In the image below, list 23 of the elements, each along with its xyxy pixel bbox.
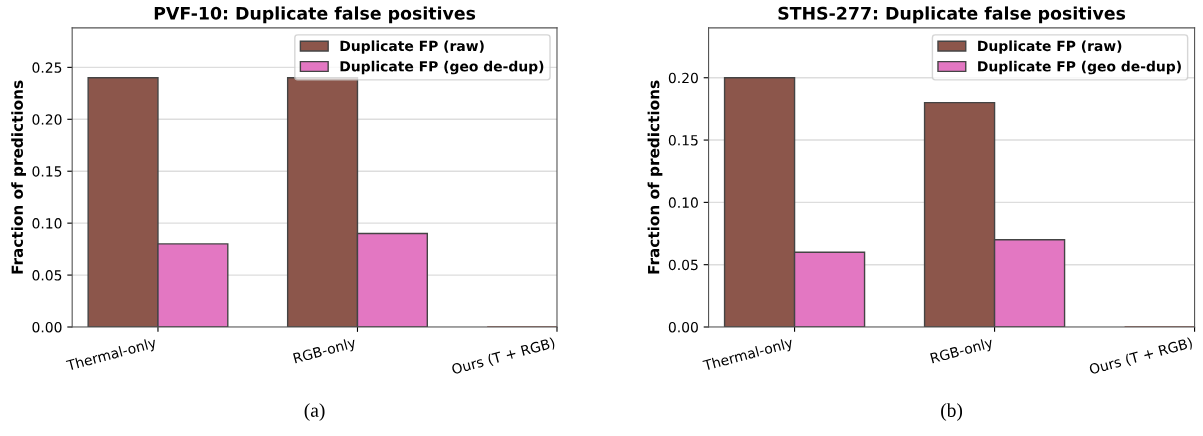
legend-label: Duplicate FP (raw)	[978, 40, 1122, 54]
y-axis-title: Fraction of predictions	[11, 80, 26, 274]
legend-label: Duplicate FP (raw)	[340, 40, 484, 54]
y-tick-label: 0.05	[668, 259, 698, 271]
y-axis-title: Fraction of predictions	[647, 80, 663, 274]
y-tick-label: 0.25	[32, 62, 62, 73]
legend-label: Duplicate FP (geo de-dup)	[978, 60, 1181, 75]
y-tick-label: 0.20	[32, 114, 62, 125]
y-tick-label: 0.10	[32, 218, 62, 229]
text: (b)	[941, 403, 963, 421]
y-tick-label: 0.20	[668, 72, 698, 84]
chart-title: PVF-10: Duplicate false positives	[154, 6, 476, 24]
y-tick-label: 0.00	[668, 321, 698, 333]
x-tick-label: Ours (T + RGB)	[1088, 337, 1194, 377]
legend-label: Duplicate FP (geo de-dup)	[340, 60, 544, 75]
y-tick-label: 0.10	[668, 197, 698, 208]
y-tick-label: 0.00	[32, 321, 62, 333]
y-tick-label: 0.15	[668, 135, 698, 146]
y-tick-label: 0.05	[32, 270, 62, 281]
y-tick-label: 0.15	[32, 166, 62, 177]
x-tick-label: Ours (T + RGB)	[451, 337, 556, 377]
text: (a)	[304, 403, 325, 421]
chart-title: STHS-277: Duplicate false positives	[778, 6, 1126, 24]
